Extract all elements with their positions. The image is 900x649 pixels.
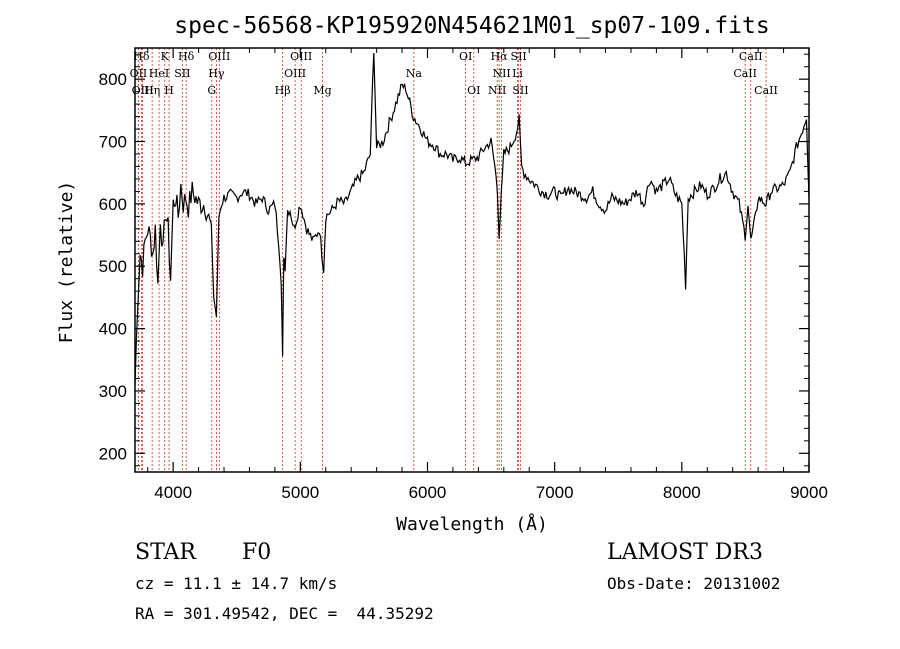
line-label-19: Hη: [144, 84, 160, 97]
x-tick-label-3: 7000: [536, 483, 574, 502]
line-label-22: Hβ: [275, 84, 291, 97]
x-axis-label: Wavelength (Å): [396, 513, 548, 535]
line-label-10: HeI: [149, 67, 169, 80]
line-label-16: Li: [512, 67, 523, 80]
line-label-14: Na: [406, 67, 423, 80]
line-label-23: Mg: [313, 84, 331, 97]
line-label-15: NII: [492, 67, 510, 80]
line-label-9: OII: [130, 67, 148, 80]
line-label-24: OI: [467, 84, 480, 97]
survey-name: LAMOST DR3: [607, 540, 763, 565]
x-tick-label-0: 4000: [154, 483, 192, 502]
line-label-20: H: [164, 84, 174, 97]
x-tick-label-2: 6000: [409, 483, 447, 502]
x-tick-label-5: 9000: [790, 483, 828, 502]
plot-frame: [134, 47, 810, 473]
y-tick-label-2: 400: [99, 320, 127, 339]
line-label-0: Hδ: [133, 50, 150, 63]
chart-title: spec-56568-KP195920N454621M01_sp07-109.f…: [174, 13, 769, 39]
y-tick-label-6: 800: [99, 70, 127, 89]
object-subclass: F0: [242, 540, 272, 565]
x-tick-label-4: 8000: [663, 483, 701, 502]
y-tick-label-3: 500: [99, 257, 127, 276]
axis-ticks: 4000 5000 6000 7000 8000 9000 200 300 400 500 600 7…: [99, 48, 828, 502]
line-label-7: SII: [511, 50, 527, 63]
line-label-26: SII: [512, 84, 528, 97]
line-label-13: OIII: [284, 67, 306, 80]
y-tick-label-4: 600: [99, 195, 127, 214]
line-label-18: OIII: [132, 84, 154, 97]
line-label-21: G: [207, 84, 216, 97]
y-tick-label-0: 200: [99, 444, 127, 463]
line-label-3: OIII: [208, 50, 230, 63]
line-label-8: CaII: [739, 50, 763, 63]
line-label-12: Hγ: [208, 67, 225, 80]
x-tick-label-1: 5000: [281, 483, 319, 502]
line-label-6: Hα: [491, 50, 509, 63]
obs-date: Obs-Date: 20131002: [607, 574, 781, 593]
spectrum-line: [134, 52, 810, 385]
line-label-2: Hδ: [178, 50, 195, 63]
spectral-line-markers: [138, 48, 767, 472]
redshift-readout: cz = 11.1 ± 14.7 km/s: [135, 574, 338, 593]
y-axis-label: Flux (relative): [56, 181, 77, 344]
line-label-4: OIII: [290, 50, 312, 63]
coordinates: RA = 301.49542, DEC = 44.35292: [135, 604, 434, 623]
line-label-27: CaII: [754, 84, 778, 97]
line-label-17: CaII: [733, 67, 757, 80]
y-tick-label-5: 700: [99, 133, 127, 152]
line-label-11: SII: [174, 67, 190, 80]
line-label-1: K: [161, 50, 170, 63]
y-tick-label-1: 300: [99, 382, 127, 401]
object-class: STAR: [135, 540, 196, 565]
line-label-25: NII: [488, 84, 506, 97]
line-label-5: OI: [459, 50, 472, 63]
